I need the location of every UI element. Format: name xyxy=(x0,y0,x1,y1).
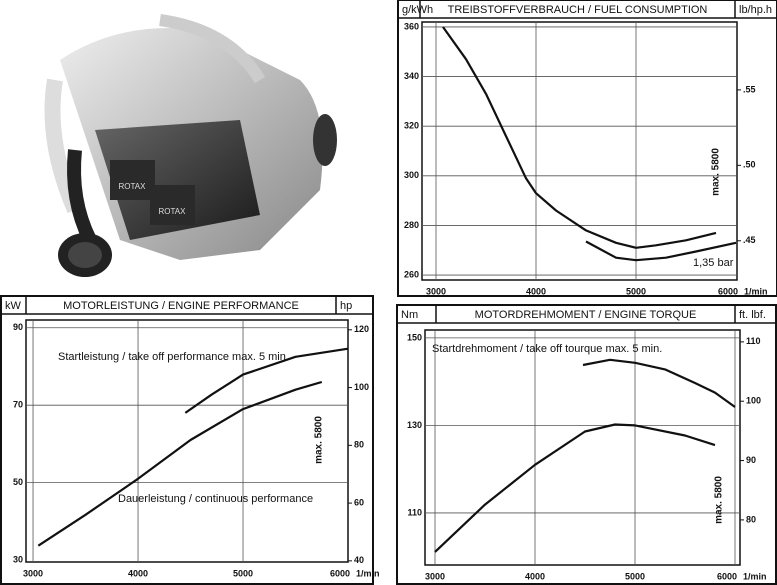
y2-tick-label: 90 xyxy=(746,455,756,465)
y-tick-label: 30 xyxy=(13,554,23,564)
chart: g/kWh TREIBSTOFFVERBRAUCH / FUEL CONSUMPT… xyxy=(397,0,777,297)
y2-tick-label: 40 xyxy=(354,555,364,565)
chart-title: MOTORLEISTUNG / ENGINE PERFORMANCE xyxy=(63,300,299,312)
photo-label: ROTAX xyxy=(119,182,147,191)
y-tick-label: 260 xyxy=(404,269,419,279)
y-tick-label: 130 xyxy=(407,420,422,430)
chart-title: TREIBSTOFFVERBRAUCH / FUEL CONSUMPTION xyxy=(448,4,708,16)
line-series xyxy=(37,380,323,547)
chart-title: MOTORDREHMOMENT / ENGINE TORQUE xyxy=(475,309,697,321)
x-tick-label: 6000 xyxy=(718,286,738,296)
y2-axis-unit: hp xyxy=(340,300,352,312)
valve-cover xyxy=(110,160,155,200)
flange xyxy=(313,114,337,166)
y2-tick-label: 60 xyxy=(354,497,364,507)
y2-tick-label: 80 xyxy=(354,440,364,450)
x-tick-label: 4000 xyxy=(526,286,546,296)
x-tick-label: 3000 xyxy=(425,571,445,581)
line-series xyxy=(434,423,716,553)
chart: Nm MOTORDREHMOMENT / ENGINE TORQUE ft. lbf… xyxy=(396,304,777,585)
x-axis-unit: 1/min xyxy=(356,568,380,578)
line-series xyxy=(582,358,736,408)
x-tick-label: 4000 xyxy=(128,568,148,578)
annotation: max. 5800 xyxy=(714,476,725,524)
y-axis-unit: g/kWh xyxy=(402,4,433,16)
y-tick-label: 110 xyxy=(407,507,422,517)
y2-tick-label: 120 xyxy=(354,324,369,334)
x-tick-label: 4000 xyxy=(525,571,545,581)
y2-tick-label: 100 xyxy=(354,382,369,392)
y-tick-label: 90 xyxy=(13,322,23,332)
series-label: Startleistung / take off performance max… xyxy=(58,351,289,363)
y-tick-label: 340 xyxy=(404,71,419,81)
y-tick-label: 70 xyxy=(13,400,23,410)
y2-tick-label: .50 xyxy=(743,160,756,170)
y2-tick-label: 110 xyxy=(746,336,761,346)
y2-tick-label: .45 xyxy=(743,235,756,245)
series-label: Dauerleistung / continuous performance xyxy=(118,493,313,505)
line-series xyxy=(585,240,737,262)
plot-area xyxy=(25,319,349,563)
hose xyxy=(67,149,97,244)
annotation: max. 5800 xyxy=(711,148,722,196)
chart-frame xyxy=(0,295,374,585)
y-tick-label: 150 xyxy=(407,332,422,342)
intake-pipe xyxy=(159,14,266,84)
plot-area xyxy=(421,21,738,281)
annotation: max. 5800 xyxy=(314,416,325,464)
y-axis-unit: kW xyxy=(5,300,22,312)
chart: kW MOTORLEISTUNG / ENGINE PERFORMANCE hp 30… xyxy=(0,295,380,585)
series-label: 1,35 bar xyxy=(693,257,734,269)
line-series xyxy=(442,26,717,249)
plot-area xyxy=(424,329,741,566)
x-tick-label: 3000 xyxy=(426,286,446,296)
valve-cover xyxy=(150,185,195,225)
x-tick-label: 5000 xyxy=(625,571,645,581)
photo-label: ROTAX xyxy=(159,207,187,216)
air-filter-cap xyxy=(68,242,102,268)
y-tick-label: 320 xyxy=(404,121,419,131)
y2-tick-label: 100 xyxy=(746,396,761,406)
x-tick-label: 3000 xyxy=(23,568,43,578)
line-series xyxy=(184,347,349,414)
series-label: Startdrehmoment / take off tourque max. … xyxy=(432,343,662,355)
x-tick-label: 5000 xyxy=(626,286,646,296)
y2-axis-unit: lb/hp.h xyxy=(739,4,772,16)
y-tick-label: 360 xyxy=(404,21,419,31)
engine-block xyxy=(95,120,260,240)
y-tick-label: 300 xyxy=(404,170,419,180)
y2-axis-unit: ft. lbf. xyxy=(739,309,766,321)
engine-photo: ROTAX ROTAX xyxy=(44,14,337,277)
x-axis-unit: 1/min xyxy=(744,286,768,296)
x-tick-label: 5000 xyxy=(233,568,253,578)
x-axis-unit: 1/min xyxy=(743,571,767,581)
y-axis-unit: Nm xyxy=(401,309,418,321)
y-tick-label: 280 xyxy=(404,220,419,230)
y-tick-label: 50 xyxy=(13,477,23,487)
y2-tick-label: 80 xyxy=(746,514,756,524)
x-tick-label: 6000 xyxy=(330,568,350,578)
y2-tick-label: .55 xyxy=(743,84,756,94)
x-tick-label: 6000 xyxy=(717,571,737,581)
